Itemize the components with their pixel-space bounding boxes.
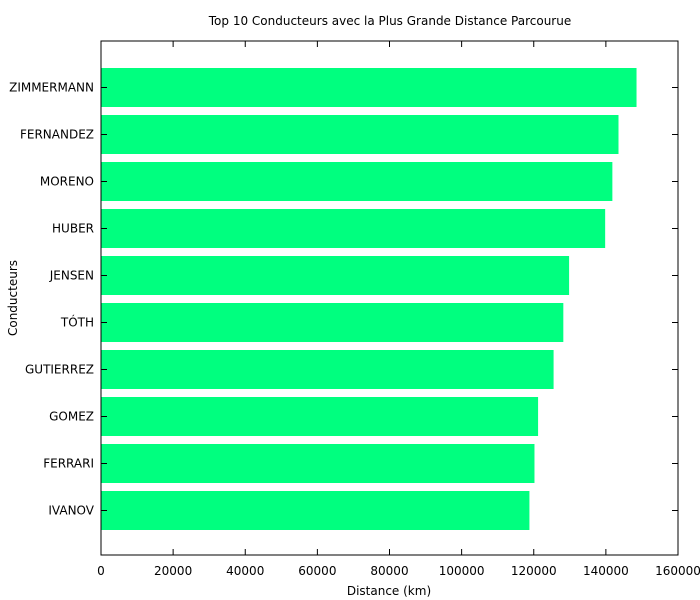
y-tick-label: FERNANDEZ (20, 128, 94, 142)
x-axis-label: Distance (km) (347, 584, 431, 598)
y-tick-label: FERRARI (43, 457, 94, 471)
y-axis-label: Conducteurs (6, 260, 20, 336)
bar (101, 444, 535, 483)
bar (101, 209, 606, 248)
bar (101, 68, 637, 107)
y-tick-label: HUBER (52, 222, 94, 236)
x-tick-label: 80000 (370, 564, 408, 578)
bar (101, 162, 613, 201)
y-tick-label: TÓTH (60, 315, 94, 330)
x-tick-label: 60000 (298, 564, 336, 578)
y-tick-label: ZIMMERMANN (9, 81, 94, 95)
bars-group (101, 68, 637, 530)
y-tick-label: JENSEN (49, 269, 94, 283)
chart-title: Top 10 Conducteurs avec la Plus Grande D… (208, 14, 571, 28)
x-ticks-group: 0 20000 40000 60000 80000 100000 120000 140000 1… (97, 41, 700, 578)
x-tick-label: 0 (97, 564, 105, 578)
x-tick-label: 100000 (439, 564, 485, 578)
y-tick-label: GOMEZ (49, 410, 94, 424)
bar (101, 397, 539, 436)
bar (101, 491, 530, 530)
bar (101, 350, 554, 389)
x-tick-label: 40000 (226, 564, 264, 578)
bar (101, 303, 564, 342)
y-tick-label: MORENO (40, 175, 94, 189)
y-categories-group: ZIMMERMANN FERNANDEZ MORENO HUBER JENSEN TÓTH… (9, 81, 678, 518)
x-tick-label: 140000 (583, 564, 629, 578)
y-tick-label: GUTIERREZ (25, 363, 94, 377)
bar (101, 115, 619, 154)
bar (101, 256, 570, 295)
x-tick-label: 160000 (655, 564, 700, 578)
x-tick-label: 20000 (154, 564, 192, 578)
plot-frame (100, 40, 679, 556)
y-tick-label: IVANOV (48, 504, 94, 518)
x-tick-label: 120000 (511, 564, 557, 578)
